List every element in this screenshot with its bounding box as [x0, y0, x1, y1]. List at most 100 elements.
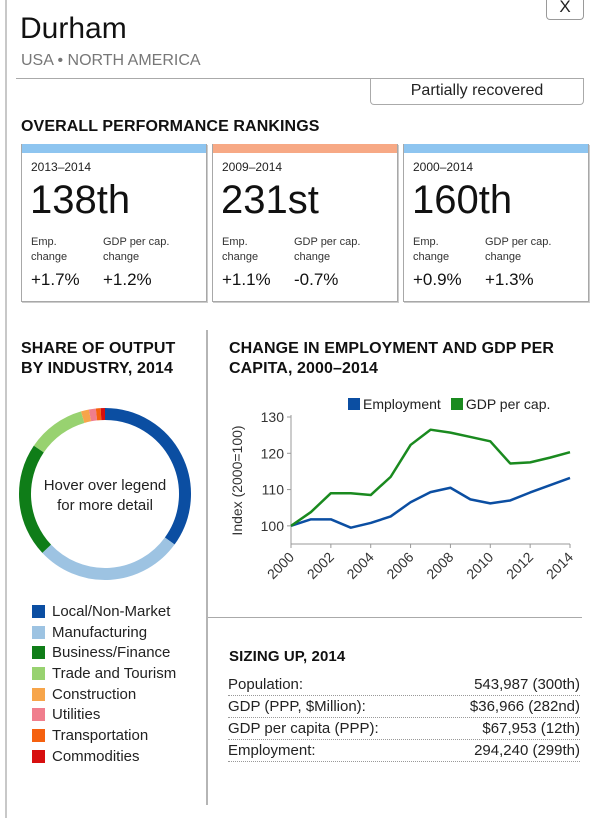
column-divider	[206, 330, 208, 805]
panel-left-border	[5, 0, 7, 818]
donut-hint-line2: for more detail	[57, 497, 153, 514]
sizing-label: Population:	[228, 676, 304, 693]
sizing-value: 543,987 (300th)	[474, 676, 580, 693]
ranking-value: 138th	[30, 178, 131, 222]
y-tick-label: 130	[261, 409, 285, 425]
sizing-table: Population: 543,987 (300th) GDP (PPP, $Mil…	[228, 674, 580, 762]
close-button[interactable]: X	[546, 0, 584, 20]
sizing-value: $36,966 (282nd)	[469, 698, 580, 715]
legend-label: Commodities	[52, 747, 140, 765]
sizing-label: GDP (PPP, $Million):	[228, 698, 366, 715]
ranking-card: 2000–2014 160th Emp. change GDP per cap.…	[403, 144, 589, 302]
y-tick-label: 120	[261, 445, 285, 461]
legend-swatch	[32, 749, 45, 763]
donut-hint: Hover over legend for more detail	[30, 476, 180, 516]
trend-legend-label: GDP per cap.	[465, 396, 551, 412]
sizing-value: $67,953 (12th)	[482, 720, 580, 737]
gdp-change-value: -0.7%	[294, 270, 339, 289]
x-tick-label: 2014	[543, 549, 576, 582]
trend-legend-swatch	[348, 398, 360, 410]
x-tick-label: 2010	[463, 549, 496, 582]
legend-item[interactable]: Commodities	[32, 746, 176, 767]
legend-item[interactable]: Construction	[32, 684, 176, 705]
sizing-row: GDP (PPP, $Million): $36,966 (282nd)	[228, 696, 580, 718]
ranking-period: 2009–2014	[222, 160, 283, 174]
y-axis-label: Index (2000=100)	[229, 425, 245, 535]
ranking-value: 160th	[412, 178, 513, 222]
ranking-value: 231st	[221, 178, 319, 222]
rankings-title: OVERALL PERFORMANCE RANKINGS	[21, 118, 320, 135]
ranking-card-color-bar	[22, 144, 206, 153]
legend-swatch	[32, 625, 45, 639]
sizing-row: Population: 543,987 (300th)	[228, 674, 580, 696]
emp-change-label: Emp. change	[31, 236, 68, 263]
trend-title: CHANGE IN EMPLOYMENT AND GDP PER CAPITA,…	[229, 339, 554, 379]
trend-legend-item: GDP per cap.	[450, 396, 551, 412]
gdp-change-label: GDP per cap. change	[485, 236, 552, 263]
city-title: Durham	[20, 12, 127, 45]
legend-item[interactable]: Business/Finance	[32, 642, 176, 663]
recovery-status-badge: Partially recovered	[370, 79, 584, 105]
donut-slice-local-non-market[interactable]	[104, 408, 191, 545]
industry-donut-chart	[19, 408, 191, 580]
legend-item[interactable]: Local/Non-Market	[32, 601, 176, 622]
trend-legend: Employment GDP per cap.	[348, 396, 560, 412]
donut-hint-line1: Hover over legend	[43, 477, 167, 494]
emp-change-value: +1.1%	[222, 270, 271, 289]
legend-swatch	[32, 687, 45, 701]
x-tick-label: 2012	[503, 549, 536, 582]
sizing-title: SIZING UP, 2014	[229, 648, 346, 665]
legend-item[interactable]: Transportation	[32, 725, 176, 746]
emp-change-label: Emp. change	[222, 236, 259, 263]
share-title-line2: BY INDUSTRY, 2014	[21, 360, 173, 377]
sizing-label: Employment:	[228, 742, 316, 759]
industry-legend: Local/Non-Market Manufacturing Business/Fi…	[32, 601, 176, 767]
gdp-change-value: +1.2%	[103, 270, 152, 289]
donut-slice-manufacturing[interactable]	[42, 537, 175, 580]
trend-legend-label: Employment	[363, 396, 441, 412]
legend-label: Transportation	[52, 726, 149, 744]
legend-item[interactable]: Trade and Tourism	[32, 663, 176, 684]
donut-slice-utilities[interactable]	[88, 408, 98, 422]
donut-slice-trade-and-tourism[interactable]	[33, 411, 85, 453]
x-tick-label: 2008	[423, 549, 456, 582]
series-line-gdp-per-cap	[290, 428, 571, 527]
legend-item[interactable]: Utilities	[32, 704, 176, 725]
trend-title-line1: CHANGE IN EMPLOYMENT AND GDP PER	[229, 340, 555, 357]
legend-label: Business/Finance	[52, 644, 171, 662]
emp-change-label: Emp. change	[413, 236, 450, 263]
gdp-change-label: GDP per cap. change	[103, 236, 170, 263]
donut-slice-business-finance[interactable]	[19, 445, 52, 553]
legend-swatch	[32, 604, 45, 618]
legend-label: Construction	[52, 685, 137, 703]
sizing-row: Employment: 294,240 (299th)	[228, 740, 580, 762]
share-title-line1: SHARE OF OUTPUT	[21, 340, 176, 357]
sizing-row: GDP per capita (PPP): $67,953 (12th)	[228, 718, 580, 740]
sizing-label: GDP per capita (PPP):	[228, 720, 379, 737]
ranking-card-color-bar	[213, 144, 397, 153]
share-title: SHARE OF OUTPUT BY INDUSTRY, 2014	[21, 339, 175, 379]
x-tick-label: 2000	[264, 549, 297, 582]
sizing-value: 294,240 (299th)	[474, 742, 580, 759]
legend-swatch	[32, 708, 45, 722]
trend-legend-swatch	[450, 398, 463, 410]
section-divider	[208, 617, 582, 618]
donut-slice-construction[interactable]	[81, 409, 92, 423]
header-divider	[16, 78, 584, 79]
ranking-period: 2013–2014	[31, 160, 92, 174]
trend-legend-item: Employment	[348, 396, 441, 412]
trend-title-line2: CAPITA, 2000–2014	[229, 360, 379, 377]
y-tick-label: 110	[262, 482, 285, 498]
x-tick-label: 2004	[343, 549, 376, 582]
legend-item[interactable]: Manufacturing	[32, 622, 176, 643]
legend-label: Local/Non-Market	[52, 602, 171, 620]
legend-swatch	[32, 646, 45, 660]
series-line-employment	[290, 476, 571, 529]
emp-change-value: +1.7%	[31, 270, 80, 289]
x-tick-label: 2002	[304, 549, 337, 582]
ranking-card: 2009–2014 231st Emp. change GDP per cap.…	[212, 144, 398, 302]
ranking-card: 2013–2014 138th Emp. change GDP per cap.…	[21, 144, 207, 302]
y-tick-label: 100	[261, 518, 285, 534]
legend-swatch	[32, 728, 45, 742]
employment-gdp-line-chart: 100 110 120 130 2000 2002 2004 2006 2008 2010 2012…	[229, 409, 576, 582]
